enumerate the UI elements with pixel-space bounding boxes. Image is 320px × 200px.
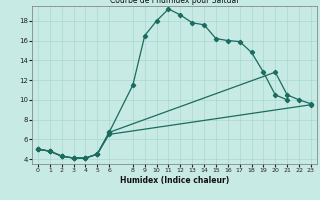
X-axis label: Humidex (Indice chaleur): Humidex (Indice chaleur) [120,176,229,185]
Title: Courbe de l'humidex pour Saltdal: Courbe de l'humidex pour Saltdal [110,0,239,5]
